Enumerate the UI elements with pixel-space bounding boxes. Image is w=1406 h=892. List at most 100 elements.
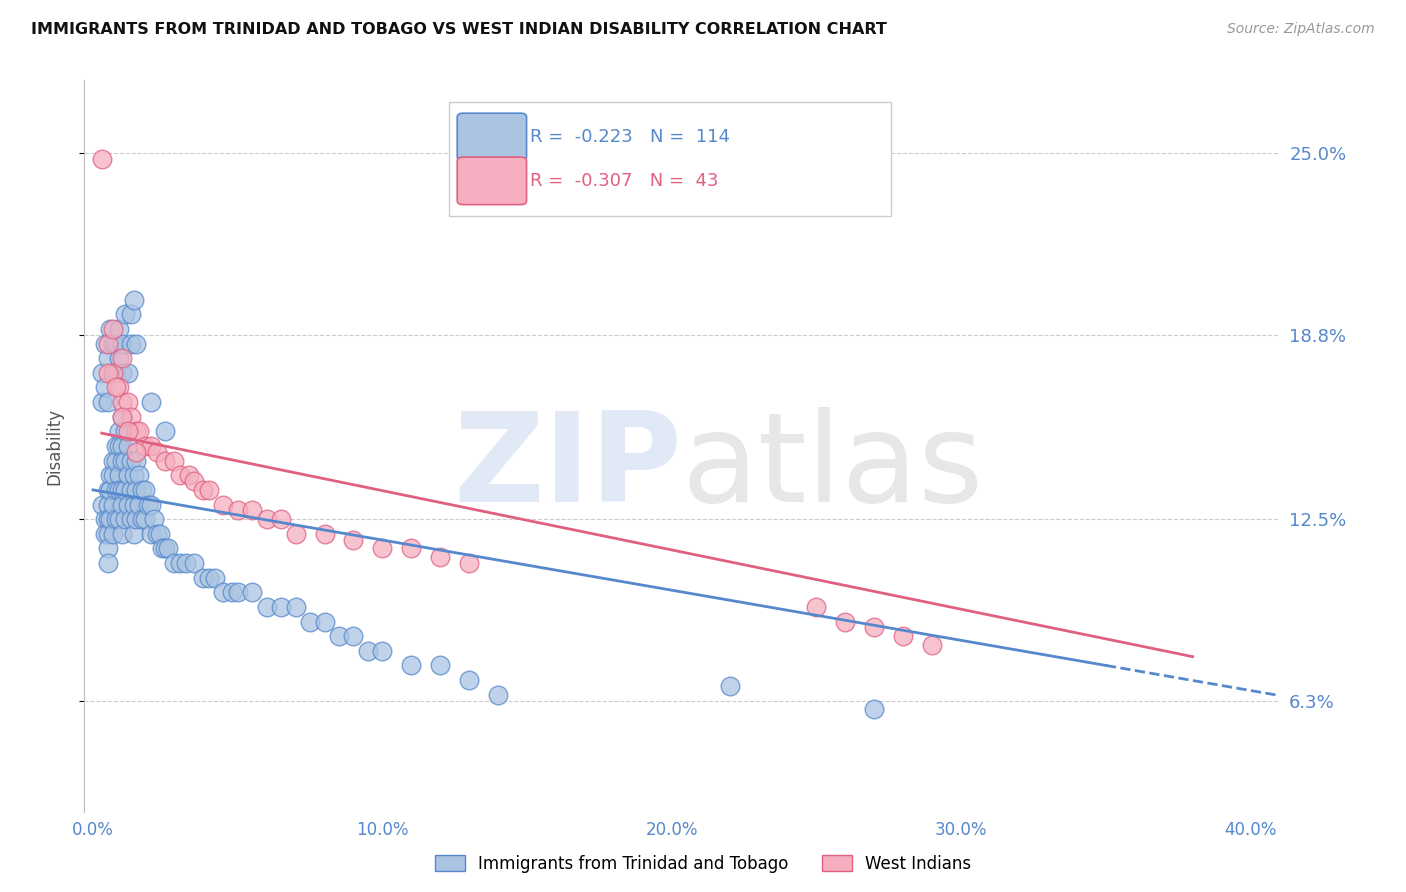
Point bbox=[103, 322, 125, 336]
Point bbox=[117, 439, 139, 453]
Point bbox=[342, 533, 364, 547]
Point bbox=[122, 526, 145, 541]
Point bbox=[105, 439, 128, 453]
Point bbox=[299, 615, 322, 629]
Point bbox=[136, 498, 159, 512]
Point bbox=[155, 541, 177, 556]
Point bbox=[120, 453, 142, 467]
Point bbox=[401, 541, 423, 556]
Point bbox=[103, 336, 125, 351]
Point bbox=[139, 395, 162, 409]
Legend: Immigrants from Trinidad and Tobago, West Indians: Immigrants from Trinidad and Tobago, Wes… bbox=[427, 848, 979, 880]
Point bbox=[90, 498, 112, 512]
Point bbox=[114, 453, 136, 467]
Point bbox=[314, 615, 336, 629]
Point bbox=[100, 512, 122, 526]
Point bbox=[93, 526, 115, 541]
Point bbox=[125, 483, 148, 497]
Point bbox=[105, 366, 128, 380]
Point bbox=[114, 483, 136, 497]
Point bbox=[96, 498, 118, 512]
Point bbox=[212, 585, 235, 599]
Point bbox=[103, 526, 125, 541]
Point bbox=[108, 483, 131, 497]
Point bbox=[122, 293, 145, 307]
Point bbox=[240, 503, 263, 517]
Point bbox=[108, 322, 131, 336]
Point bbox=[117, 366, 139, 380]
Point bbox=[117, 468, 139, 483]
Point bbox=[120, 409, 142, 424]
Point bbox=[103, 366, 125, 380]
Point bbox=[174, 556, 197, 570]
Point bbox=[204, 571, 226, 585]
Point bbox=[458, 556, 481, 570]
Text: R =  -0.307   N =  43: R = -0.307 N = 43 bbox=[530, 172, 718, 190]
Point bbox=[100, 322, 122, 336]
Point bbox=[806, 599, 828, 614]
Point bbox=[111, 395, 134, 409]
Point bbox=[221, 585, 243, 599]
Point bbox=[105, 483, 128, 497]
Point bbox=[96, 395, 118, 409]
Point bbox=[891, 629, 914, 643]
Point bbox=[108, 351, 131, 366]
Point bbox=[111, 336, 134, 351]
Point bbox=[103, 468, 125, 483]
Point bbox=[197, 483, 219, 497]
Point bbox=[183, 556, 205, 570]
FancyBboxPatch shape bbox=[457, 113, 527, 161]
Point bbox=[371, 644, 394, 658]
Point bbox=[139, 439, 162, 453]
Point bbox=[105, 453, 128, 467]
Point bbox=[270, 599, 292, 614]
Point bbox=[93, 380, 115, 394]
Point bbox=[152, 541, 174, 556]
Point bbox=[145, 526, 167, 541]
Y-axis label: Disability: Disability bbox=[45, 408, 63, 484]
Point bbox=[105, 380, 128, 394]
Point bbox=[111, 439, 134, 453]
Point bbox=[125, 425, 148, 439]
Text: Source: ZipAtlas.com: Source: ZipAtlas.com bbox=[1227, 22, 1375, 37]
Point bbox=[157, 541, 180, 556]
Point bbox=[155, 453, 177, 467]
Point bbox=[96, 512, 118, 526]
Point bbox=[134, 512, 156, 526]
Point bbox=[114, 425, 136, 439]
Point bbox=[122, 468, 145, 483]
Point bbox=[111, 453, 134, 467]
Point bbox=[429, 658, 451, 673]
Point bbox=[108, 380, 131, 394]
Point bbox=[122, 498, 145, 512]
Point bbox=[139, 498, 162, 512]
Point bbox=[100, 483, 122, 497]
Point bbox=[284, 526, 307, 541]
Point bbox=[240, 585, 263, 599]
Point bbox=[96, 526, 118, 541]
Point bbox=[197, 571, 219, 585]
Point bbox=[342, 629, 364, 643]
Point bbox=[120, 307, 142, 321]
Point bbox=[401, 658, 423, 673]
Point bbox=[486, 688, 509, 702]
Point bbox=[96, 556, 118, 570]
Point bbox=[111, 351, 134, 366]
Point bbox=[111, 366, 134, 380]
Point bbox=[183, 474, 205, 488]
Point bbox=[718, 679, 741, 693]
Point bbox=[134, 483, 156, 497]
Point bbox=[128, 425, 150, 439]
Point bbox=[256, 512, 278, 526]
FancyBboxPatch shape bbox=[449, 103, 891, 216]
Point bbox=[111, 498, 134, 512]
Text: R =  -0.223   N =  114: R = -0.223 N = 114 bbox=[530, 128, 730, 146]
Point bbox=[863, 702, 886, 716]
Point bbox=[90, 395, 112, 409]
Point bbox=[145, 445, 167, 459]
Point bbox=[131, 512, 153, 526]
Point bbox=[105, 512, 128, 526]
Point bbox=[114, 512, 136, 526]
Point bbox=[111, 526, 134, 541]
Point bbox=[284, 599, 307, 614]
